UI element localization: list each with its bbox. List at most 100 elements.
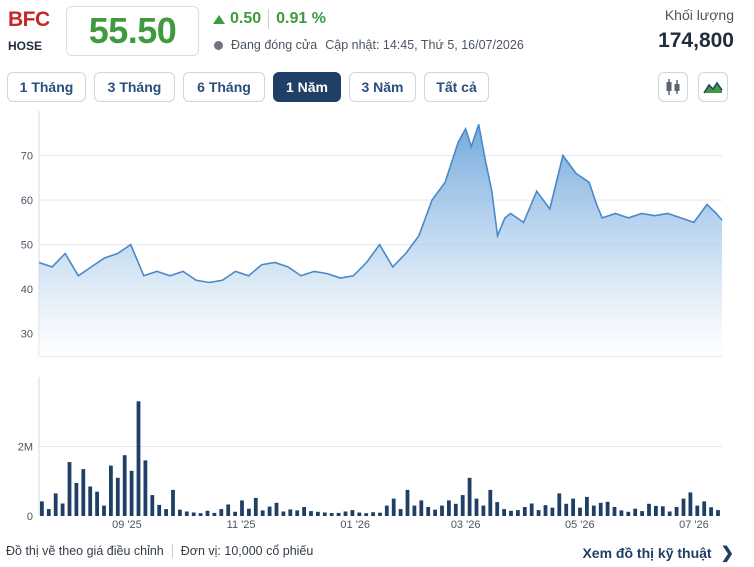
volume-bar	[681, 498, 686, 516]
volume-bar	[364, 513, 369, 516]
volume-bar	[384, 505, 389, 516]
x-axis: 09 '25 11 '25 01 '26 03 '26 05 '26 07 '26	[112, 519, 709, 531]
volume-bar	[40, 501, 44, 516]
volume-bar	[371, 512, 375, 516]
divider	[268, 9, 270, 29]
volume-axis: 0 2M	[18, 442, 33, 524]
volume-bar	[191, 512, 196, 516]
tab-all[interactable]: Tất cả	[424, 72, 489, 102]
volume-bar	[102, 505, 106, 516]
volume-bar	[233, 511, 237, 516]
unit-note: Đơn vị: 10,000 cổ phiếu	[180, 544, 314, 558]
volume-bar	[667, 511, 672, 516]
tab-1-month[interactable]: 1 Tháng	[7, 72, 86, 102]
volume-bar	[529, 503, 534, 516]
volume-bar	[481, 505, 486, 516]
market-status: Đang đóng cửa Cập nhật: 14:45, Thứ 5, 16…	[214, 38, 524, 52]
volume-bar	[219, 509, 224, 516]
tab-6-months[interactable]: 6 Tháng	[183, 72, 265, 102]
volume-bar	[660, 506, 665, 516]
mountain-area-icon	[703, 81, 723, 94]
volume-bar	[212, 512, 217, 516]
volume-bar	[626, 511, 631, 516]
volume-bar	[543, 505, 548, 516]
volume-bar	[302, 507, 306, 516]
volume-bar	[654, 505, 658, 516]
x-tick-label: 05 '26	[565, 519, 595, 531]
price-tick-label: 50	[21, 240, 33, 252]
volume-bar	[571, 498, 575, 516]
chevron-right-icon: ❯	[720, 545, 734, 562]
volume-bar	[281, 511, 286, 516]
volume-bar	[578, 507, 582, 516]
volume-bar	[74, 483, 79, 516]
volume-bar	[447, 500, 451, 516]
volume-bar	[612, 507, 617, 516]
price-axis: 30 40 50 60 70	[21, 151, 33, 341]
adjusted-price-note: Đồ thị vẽ theo giá điều chỉnh	[6, 544, 164, 558]
volume-bar	[46, 509, 51, 516]
volume-bar	[619, 510, 624, 516]
candlestick-button[interactable]	[658, 72, 688, 102]
volume-bar	[502, 509, 506, 516]
volume-bar	[343, 511, 348, 516]
change-percent: 0.91 %	[276, 10, 326, 27]
tab-1-year[interactable]: 1 Năm	[273, 72, 341, 102]
status-dot-icon	[214, 40, 223, 50]
volume-bar	[336, 512, 341, 516]
x-tick-label: 01 '26	[340, 519, 370, 531]
volume-bar	[288, 509, 293, 516]
volume-bar	[184, 511, 189, 516]
volume-bar	[585, 496, 589, 516]
volume-bar	[109, 465, 113, 516]
price-tick-label: 70	[21, 151, 33, 163]
volume-bar	[240, 500, 244, 516]
update-time: Cập nhật: 14:45, Thứ 5, 16/07/2026	[325, 38, 524, 52]
status-text: Đang đóng cửa	[231, 38, 318, 52]
volume-bar	[536, 510, 541, 516]
tab-3-months[interactable]: 3 Tháng	[94, 72, 175, 102]
volume-value: 174,800	[658, 29, 734, 52]
volume-bar	[129, 470, 134, 516]
volume-bar	[226, 504, 231, 516]
exchange-label: HOSE	[8, 39, 43, 53]
volume-bar	[115, 477, 120, 516]
volume-bar	[440, 505, 444, 516]
volume-bar	[453, 503, 458, 516]
range-tabs: 1 Tháng 3 Tháng 6 Tháng 1 Năm 3 Năm Tất …	[7, 72, 497, 102]
volume-bar	[640, 511, 644, 516]
ticker-symbol: BFC	[8, 8, 50, 31]
volume-bar	[122, 455, 127, 516]
volume-bar	[557, 493, 562, 516]
volume-bar	[53, 493, 58, 516]
x-tick-label: 11 '25	[227, 519, 256, 531]
volume-bar	[709, 507, 713, 516]
volume-bar	[164, 509, 168, 516]
tab-3-years[interactable]: 3 Năm	[349, 72, 416, 102]
price-tick-label: 40	[21, 284, 33, 296]
volume-tick-label: 2M	[18, 442, 33, 454]
volume-bar	[598, 502, 603, 516]
volume-bar	[412, 505, 417, 516]
volume-bar	[550, 507, 555, 516]
price-area	[39, 124, 722, 357]
divider	[171, 544, 173, 558]
volume-grid	[38, 377, 722, 516]
price-line	[38, 124, 723, 284]
volume-bar	[267, 506, 272, 516]
volume-bar	[136, 401, 141, 516]
volume-bar	[247, 508, 251, 516]
volume-bar	[647, 503, 651, 516]
technical-chart-link[interactable]: Xem đồ thị kỹ thuật ❯	[582, 543, 734, 563]
volume-bar	[95, 491, 99, 516]
volume-bar	[674, 507, 679, 516]
volume-bar	[67, 462, 72, 516]
volume-bar	[150, 495, 155, 516]
volume-bar	[81, 469, 86, 516]
volume-bar	[522, 507, 527, 516]
area-chart-button[interactable]	[698, 72, 728, 102]
volume-bar	[564, 503, 569, 516]
x-tick-label: 09 '25	[112, 519, 142, 531]
volume-bar	[398, 509, 403, 516]
volume-bar	[316, 511, 320, 516]
